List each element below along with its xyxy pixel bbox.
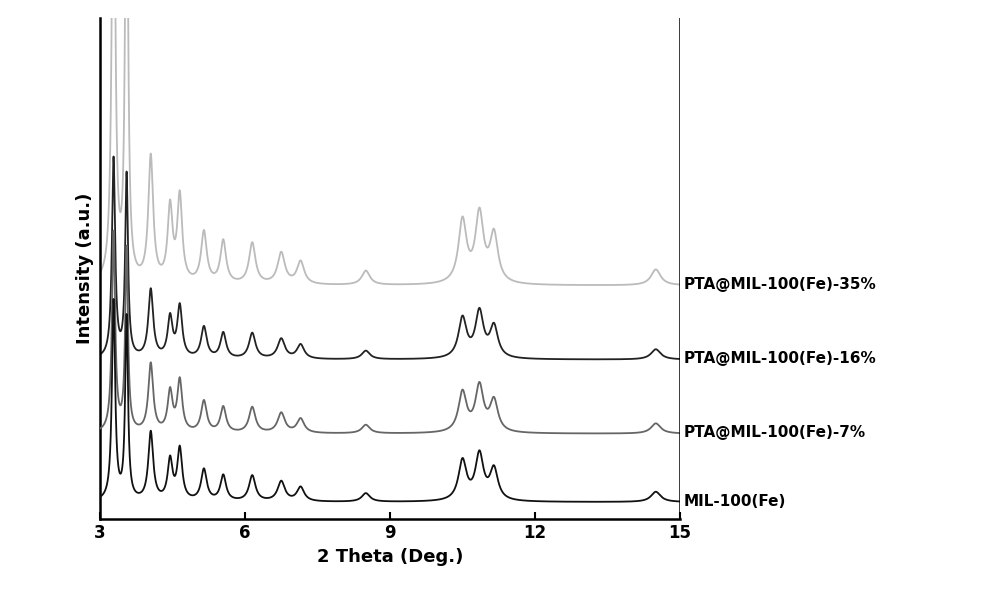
Text: PTA@MIL-100(Fe)-7%: PTA@MIL-100(Fe)-7% — [684, 425, 866, 440]
Text: PTA@MIL-100(Fe)-16%: PTA@MIL-100(Fe)-16% — [684, 351, 877, 366]
X-axis label: 2 Theta (Deg.): 2 Theta (Deg.) — [317, 548, 463, 566]
Text: MIL-100(Fe): MIL-100(Fe) — [684, 494, 786, 509]
Y-axis label: Intensity (a.u.): Intensity (a.u.) — [76, 193, 94, 344]
Text: PTA@MIL-100(Fe)-35%: PTA@MIL-100(Fe)-35% — [684, 277, 877, 291]
